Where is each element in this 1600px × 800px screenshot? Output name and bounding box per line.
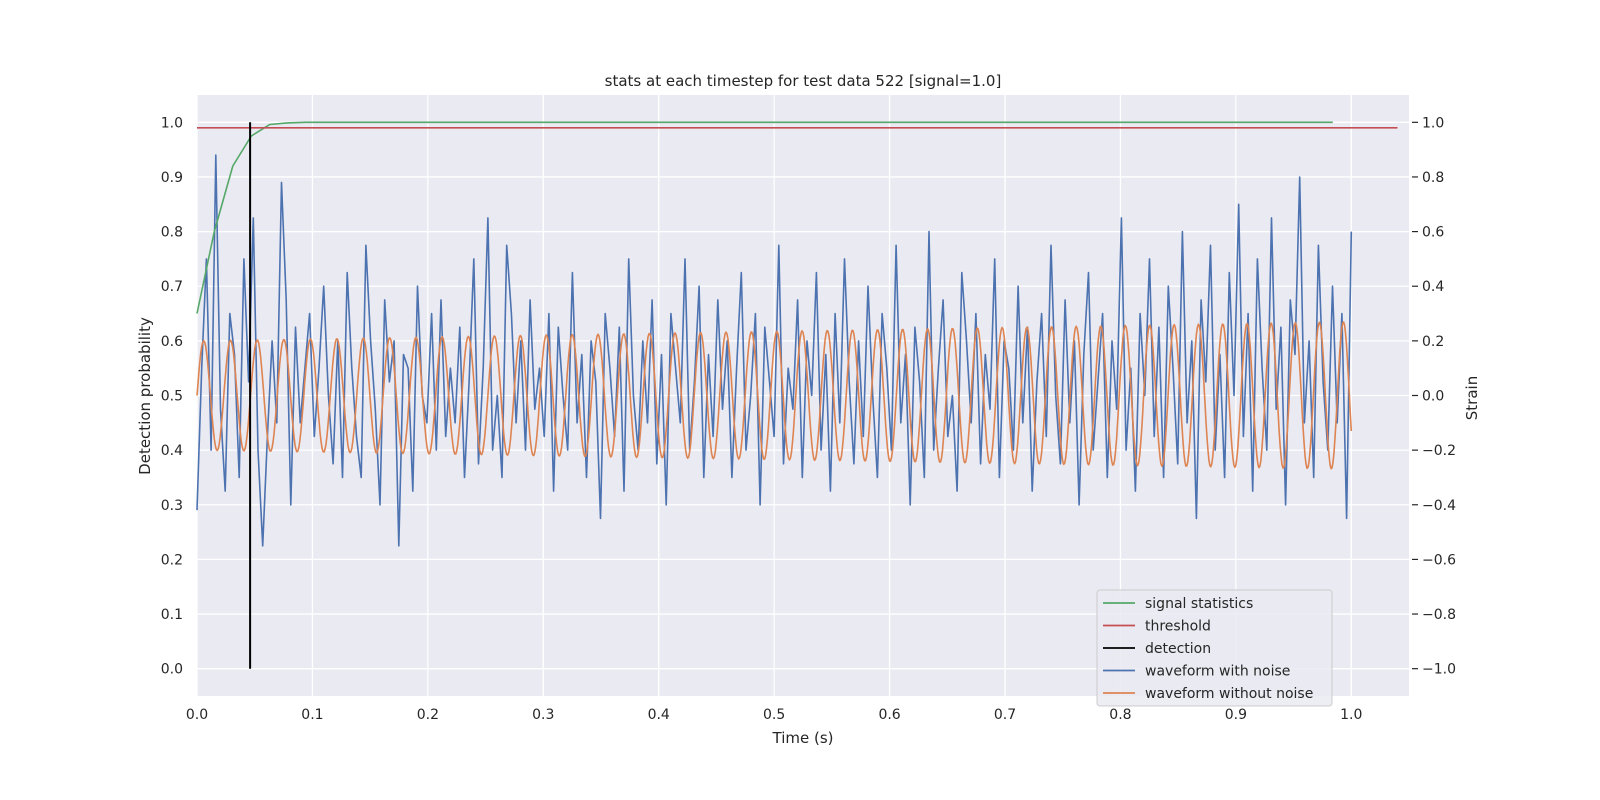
- legend-label-threshold: threshold: [1145, 619, 1211, 635]
- y-left-tick-label: 0.2: [161, 552, 183, 568]
- y-right-tick-label: 0.6: [1422, 225, 1444, 241]
- chart-title: stats at each timestep for test data 522…: [605, 72, 1002, 90]
- x-tick-label: 0.6: [878, 707, 900, 723]
- y-left-tick-label: 0.9: [161, 170, 183, 186]
- y-left-tick-label: 0.0: [161, 662, 183, 678]
- series-waveform-without-noise: [196, 321, 1353, 470]
- x-tick-label: 0.4: [648, 707, 670, 723]
- y-right-tick-label: 0.0: [1422, 389, 1444, 405]
- legend-box: [1096, 589, 1333, 707]
- x-tick-label: 0.3: [532, 707, 554, 723]
- legend-label-detection: detection: [1145, 641, 1211, 657]
- x-tick-label: 0.1: [301, 707, 323, 723]
- y-axis-left-label: Detection probability: [136, 317, 154, 475]
- y-right-tick-label: −0.4: [1422, 498, 1456, 514]
- y-right-tick-label: −0.2: [1422, 443, 1456, 459]
- y-left-tick-label: 0.5: [161, 389, 183, 405]
- y-right-tick-label: −1.0: [1422, 662, 1456, 678]
- x-tick-label: 0.8: [1109, 707, 1131, 723]
- y-right-tick-label: 0.8: [1422, 170, 1444, 186]
- y-right-tick-label: −0.8: [1422, 607, 1456, 623]
- x-tick-label: 0.0: [186, 707, 208, 723]
- y-left-tick-label: 0.4: [161, 443, 183, 459]
- legend-label-waveform-without-noise: waveform without noise: [1145, 686, 1313, 702]
- x-tick-label: 0.2: [417, 707, 439, 723]
- x-tick-label: 0.7: [994, 707, 1016, 723]
- legend: signal statistics threshold detection wavef…: [1096, 589, 1333, 707]
- y-left-tick-label: 0.3: [161, 498, 183, 514]
- y-axis-right-label: Strain: [1463, 376, 1481, 420]
- y-left-tick-label: 1.0: [161, 115, 183, 131]
- y-left-tick-label: 0.8: [161, 225, 183, 241]
- y-left-tick-label: 0.7: [161, 279, 183, 295]
- y-right-tick-label: −0.6: [1422, 552, 1456, 568]
- legend-label-signal-statistics: signal statistics: [1145, 596, 1253, 612]
- x-tick-label: 1.0: [1340, 707, 1362, 723]
- series-waveform-with-noise: [196, 154, 1353, 547]
- ticks: 0.0 0.1 0.2 0.3 0.4 0.5 0.6 0.7 0.8 0.9 1.0 0.0 0.1 0…: [161, 115, 1456, 723]
- legend-label-waveform-with-noise: waveform with noise: [1145, 664, 1290, 680]
- y-right-tick-label: 0.2: [1422, 334, 1444, 350]
- x-tick-label: 0.9: [1225, 707, 1247, 723]
- y-right-tick-label: 0.4: [1422, 279, 1444, 295]
- x-tick-label: 0.5: [763, 707, 785, 723]
- y-right-tick-label: 1.0: [1422, 115, 1444, 131]
- series-signal-statistics: [196, 121, 1333, 314]
- series-layer: [196, 121, 1398, 669]
- y-left-tick-label: 0.1: [161, 607, 183, 623]
- x-axis-label: Time (s): [772, 729, 834, 747]
- y-left-tick-label: 0.6: [161, 334, 183, 350]
